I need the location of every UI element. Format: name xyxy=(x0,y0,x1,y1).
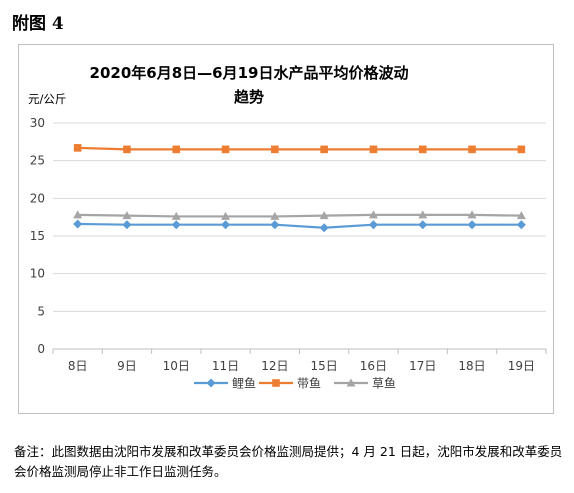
legend-marker xyxy=(206,378,216,388)
x-tick-label: 12日 xyxy=(261,359,288,373)
data-point-3 xyxy=(270,211,280,220)
data-point-2 xyxy=(369,145,378,154)
x-tick-label: 19日 xyxy=(508,359,535,373)
data-point-1 xyxy=(319,223,329,233)
chart-title-line: 2020年6月8日—6月19日水产品平均价格波动 xyxy=(90,64,409,82)
data-point-2 xyxy=(172,145,181,154)
chart-title-line: 趋势 xyxy=(234,88,264,106)
data-point-1 xyxy=(171,220,181,230)
data-point-2 xyxy=(320,145,328,154)
data-point-2 xyxy=(271,145,279,154)
data-point-3 xyxy=(73,210,83,219)
data-point-3 xyxy=(319,211,329,220)
x-tick-label: 10日 xyxy=(163,359,190,373)
data-point-1 xyxy=(368,220,378,230)
x-tick-label: 11日 xyxy=(212,359,239,373)
data-point-1 xyxy=(467,220,477,230)
data-point-3 xyxy=(516,211,526,220)
y-tick-label: 20 xyxy=(30,191,45,205)
legend-label: 草鱼 xyxy=(372,377,396,391)
data-point-1 xyxy=(270,220,280,230)
x-tick-label: 9日 xyxy=(117,359,137,373)
data-point-3 xyxy=(418,210,428,219)
legend-label: 鲤鱼 xyxy=(232,377,256,391)
y-tick-label: 0 xyxy=(37,342,45,356)
data-point-2 xyxy=(418,145,427,154)
data-point-1 xyxy=(516,220,526,230)
x-tick-label: 17日 xyxy=(409,359,436,373)
x-tick-label: 8日 xyxy=(68,359,88,373)
data-point-1 xyxy=(418,220,428,230)
series-line-2 xyxy=(77,146,522,151)
legend-label: 带鱼 xyxy=(297,377,321,391)
data-point-2 xyxy=(123,145,131,154)
figure-label: 附图 4 xyxy=(12,14,64,34)
data-point-2 xyxy=(221,145,230,154)
data-point-2 xyxy=(517,145,526,154)
data-point-2 xyxy=(468,145,476,154)
x-tick-label: 15日 xyxy=(311,359,338,373)
data-point-2 xyxy=(73,144,82,152)
data-point-3 xyxy=(122,211,132,220)
footnote: 备注：此图数据由沈阳市发展和改革委员会价格监测局提供；4 月 21 日起，沈阳市… xyxy=(14,444,563,479)
legend-marker xyxy=(272,379,280,387)
chart-container: 2020年6月8日—6月19日水产品平均价格波动 趋势 元/公斤 0 5 10 15 20 25… xyxy=(18,44,554,414)
series-line-1 xyxy=(77,222,522,229)
x-tick-label: 16日 xyxy=(360,359,387,373)
data-point-3 xyxy=(221,211,231,220)
data-point-1 xyxy=(122,220,132,230)
y-tick-label: 15 xyxy=(30,229,45,243)
y-tick-label: 25 xyxy=(30,154,45,168)
data-point-3 xyxy=(368,210,378,219)
y-tick-label: 30 xyxy=(30,116,45,130)
legend-marker xyxy=(346,378,356,387)
x-tick-label: 18日 xyxy=(458,359,485,373)
data-point-1 xyxy=(73,219,83,229)
y-tick-label: 10 xyxy=(30,267,45,281)
data-point-3 xyxy=(171,211,181,220)
data-point-3 xyxy=(467,210,477,219)
y-axis-unit: 元/公斤 xyxy=(28,92,66,106)
series-line-3 xyxy=(77,213,522,218)
data-point-1 xyxy=(221,220,231,230)
y-tick-label: 5 xyxy=(37,304,45,318)
